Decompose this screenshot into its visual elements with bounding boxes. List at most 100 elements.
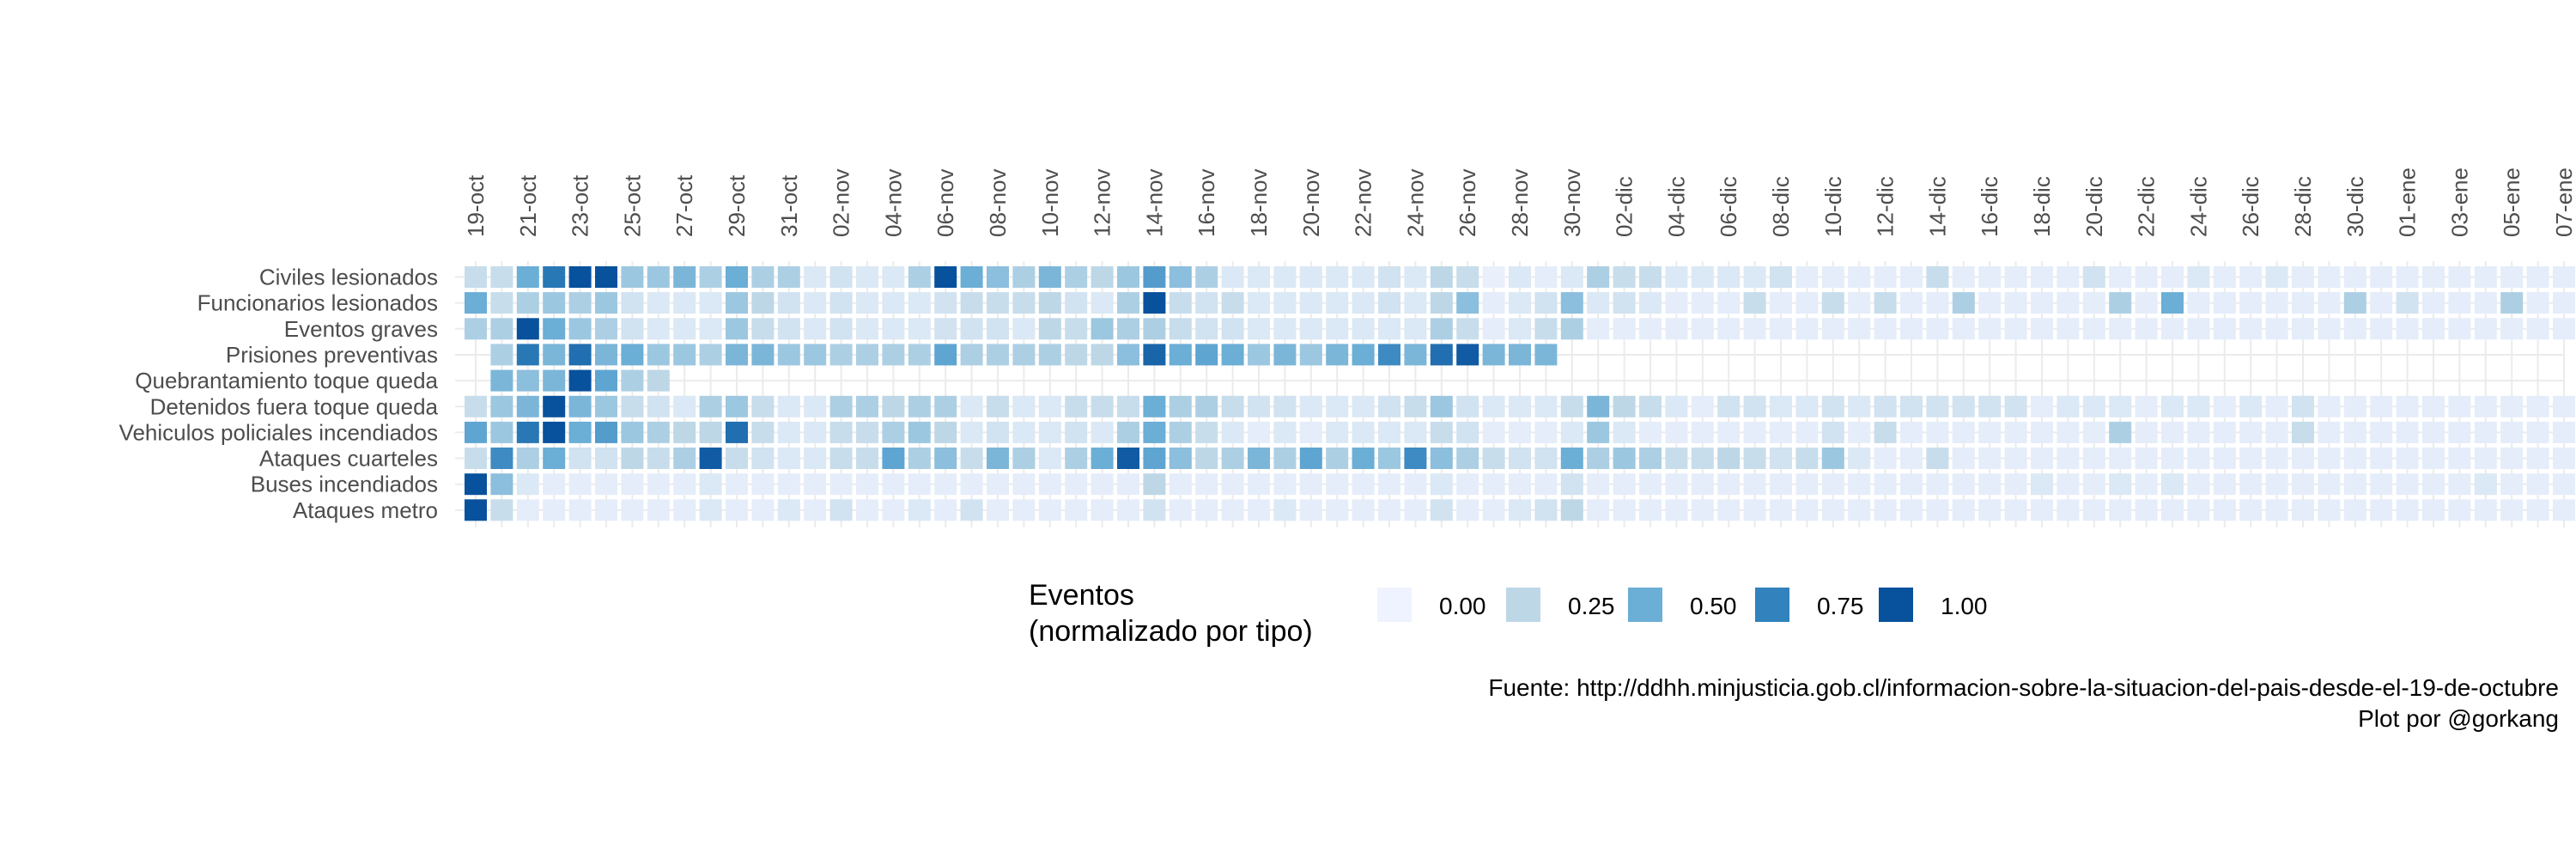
heatmap-cell (1221, 292, 1244, 314)
heatmap-cell (2082, 395, 2105, 417)
heatmap-cell (1038, 266, 1061, 288)
legend: Eventos (normalizado por tipo) 0.00 0.25… (1029, 577, 2059, 663)
heatmap-cell (699, 318, 722, 340)
heatmap-cell (1665, 292, 1688, 314)
heatmap-cell (1065, 473, 1088, 496)
heatmap-cell (987, 448, 1009, 469)
heatmap-cell (1821, 266, 1844, 288)
heatmap-cell (1352, 421, 1375, 443)
heatmap-cell (490, 292, 513, 314)
heatmap-cell (1352, 499, 1375, 521)
heatmap-cell (2396, 395, 2419, 417)
heatmap-cell (882, 318, 905, 340)
heatmap-cell (856, 318, 878, 340)
heatmap-cell (1091, 499, 1114, 521)
heatmap-cell (1195, 266, 1218, 288)
x-axis-tick-label: 10-dic (1820, 176, 1846, 237)
heatmap-cell (1430, 266, 1453, 288)
heatmap-cell (2057, 395, 2080, 417)
heatmap-cell (1509, 266, 1531, 288)
heatmap-cell (2187, 448, 2210, 469)
heatmap-cell (1665, 318, 1688, 340)
heatmap-cell (934, 499, 957, 521)
x-axis-tick-label: 31-oct (776, 174, 802, 237)
heatmap-cell (777, 344, 800, 366)
heatmap-cell (2422, 499, 2445, 521)
heatmap-cell (1326, 499, 1349, 521)
heatmap-cell (1770, 292, 1792, 314)
heatmap-cell (699, 473, 722, 496)
heatmap-cell (568, 292, 592, 314)
heatmap-cell (2500, 448, 2524, 469)
heatmap-cell (1430, 421, 1453, 443)
heatmap-cell (1874, 266, 1897, 288)
heatmap-cell (2318, 448, 2341, 469)
heatmap-cell (595, 421, 617, 443)
heatmap-cell (621, 369, 644, 392)
heatmap-cell (2474, 266, 2497, 288)
heatmap-cell (1874, 292, 1897, 314)
heatmap-cell (1691, 499, 1714, 521)
heatmap-cell (908, 421, 931, 443)
x-axis-tick-label: 14-dic (1924, 176, 1950, 237)
heatmap-cell (804, 473, 827, 496)
heatmap-cell (908, 395, 931, 417)
heatmap-cell (726, 292, 748, 314)
heatmap-cell (1952, 473, 1975, 496)
heatmap-cell (2004, 266, 2027, 288)
y-axis-label: Prisiones preventivas (226, 342, 438, 368)
heatmap-cell (1587, 395, 1610, 417)
heatmap-cell (1378, 473, 1400, 496)
heatmap-cell (1717, 448, 1741, 469)
heatmap-cell (726, 448, 748, 469)
legend-label: 0.50 (1690, 593, 1737, 619)
heatmap-cell (2213, 473, 2236, 496)
heatmap-cell (1117, 318, 1139, 340)
heatmap-cell (2396, 421, 2419, 443)
heatmap-cell (2370, 395, 2393, 417)
heatmap-cell (2213, 421, 2236, 443)
heatmap-cell (1534, 448, 1558, 469)
heatmap-cell (1926, 473, 1949, 496)
heatmap-cell (1587, 448, 1610, 469)
heatmap-cell (960, 421, 983, 443)
heatmap-cell (1038, 499, 1061, 521)
heatmap-cell (1404, 421, 1427, 443)
heatmap-cell (1065, 448, 1088, 469)
heatmap-cell (1378, 292, 1400, 314)
heatmap-cell (621, 292, 644, 314)
heatmap-cell (1874, 318, 1897, 340)
x-axis-tick-label: 10-nov (1037, 169, 1063, 238)
heatmap-cell (2109, 499, 2132, 521)
heatmap-cell (673, 499, 696, 521)
heatmap-cell (960, 499, 983, 521)
heatmap-cell (1195, 473, 1218, 496)
heatmap-cell (2292, 292, 2314, 314)
x-axis-tick-label: 24-nov (1402, 169, 1428, 238)
heatmap-cell (1456, 473, 1479, 496)
heatmap-cell (2109, 421, 2132, 443)
heatmap-cell (673, 292, 696, 314)
heatmap-cell (908, 499, 931, 521)
heatmap-cell (595, 369, 617, 392)
x-axis-tick-label: 08-dic (1768, 176, 1794, 237)
heatmap-cell (465, 292, 487, 314)
heatmap-cell (1665, 473, 1688, 496)
heatmap-cell (751, 421, 775, 443)
heatmap-cell (2422, 395, 2445, 417)
heatmap-cell (1195, 395, 1218, 417)
heatmap-cell (1952, 395, 1975, 417)
heatmap-cell (777, 499, 800, 521)
heatmap-cell (2239, 292, 2263, 314)
heatmap-cell (1482, 344, 1505, 366)
heatmap-cell (2343, 448, 2366, 469)
legend-title-line2: (normalizado por tipo) (1029, 615, 1313, 648)
heatmap-cell (490, 318, 513, 340)
heatmap-cell (1273, 292, 1297, 314)
heatmap-cell (2292, 318, 2314, 340)
heatmap-cell (2057, 318, 2080, 340)
heatmap-cell (1795, 448, 1819, 469)
heatmap-cell (2448, 448, 2471, 469)
heatmap-cell (1117, 499, 1139, 521)
x-axis-tick-label: 07-ene (2551, 168, 2576, 237)
